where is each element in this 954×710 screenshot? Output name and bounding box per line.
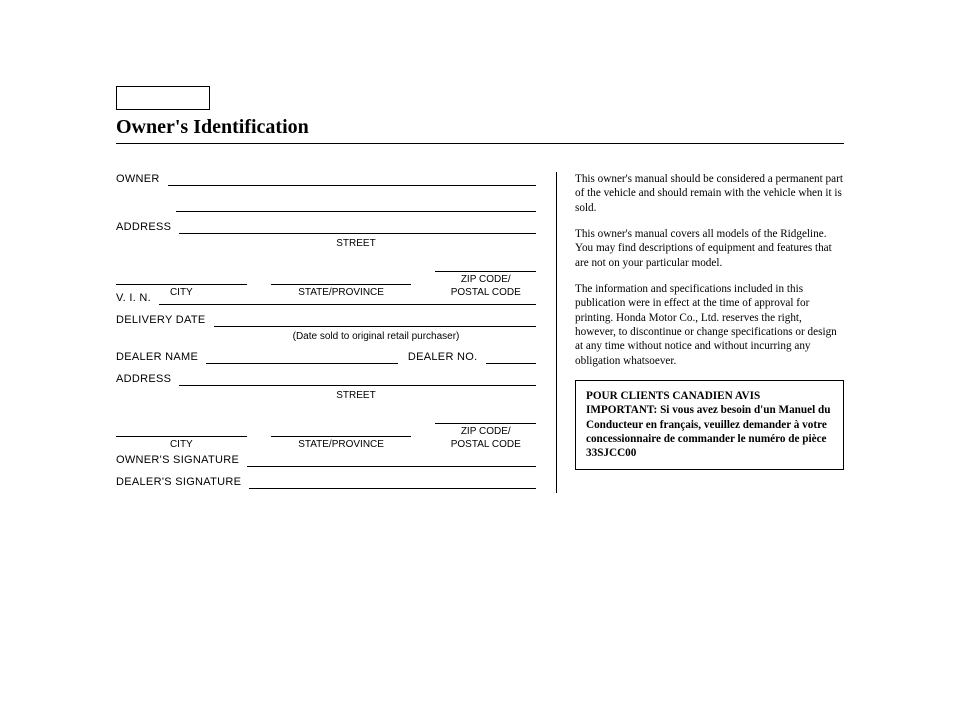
delivery-row: DELIVERY DATE	[116, 313, 536, 327]
dealer-state-cell: STATE/PROVINCE	[271, 423, 412, 450]
dealer-row: DEALER NAME DEALER NO.	[116, 350, 536, 364]
zip-field[interactable]	[435, 271, 536, 272]
french-notice-box: POUR CLIENTS CANADIEN AVIS IMPORTANT: Si…	[575, 380, 844, 470]
dealer-street-caption: STREET	[116, 390, 536, 401]
form-column: OWNER ADDRESS STREET CITY STATE/PROVINCE	[116, 172, 536, 493]
dealer-city-caption: CITY	[116, 439, 247, 450]
dealer-zip-field[interactable]	[435, 423, 536, 424]
dealer-address-label: ADDRESS	[116, 373, 179, 386]
page-title: Owner's Identification	[116, 116, 844, 144]
dealer-no-field[interactable]	[486, 350, 536, 364]
dealer-city-field[interactable]	[116, 423, 247, 437]
dealer-state-caption: STATE/PROVINCE	[271, 439, 412, 450]
owner-row: OWNER	[116, 172, 536, 186]
address-row: ADDRESS	[116, 220, 536, 234]
owner-sig-label: OWNER'S SIGNATURE	[116, 454, 247, 467]
dealer-city-state-zip: CITY STATE/PROVINCE ZIP CODE/ POSTAL COD…	[116, 423, 536, 450]
delivery-date-field[interactable]	[214, 313, 537, 327]
content-columns: OWNER ADDRESS STREET CITY STATE/PROVINCE	[116, 172, 844, 493]
dealer-sig-label: DEALER'S SIGNATURE	[116, 476, 249, 489]
info-column: This owner's manual should be considered…	[556, 172, 844, 493]
delivery-date-label: DELIVERY DATE	[116, 314, 214, 327]
dealer-name-field[interactable]	[206, 350, 398, 364]
dealer-zip-caption-2: POSTAL CODE	[435, 439, 536, 450]
dealer-sig-row: DEALER'S SIGNATURE	[116, 475, 536, 489]
owner-sig-row: OWNER'S SIGNATURE	[116, 453, 536, 467]
dealer-address-row: ADDRESS	[116, 372, 536, 386]
delivery-caption: (Date sold to original retail purchaser)	[116, 331, 536, 342]
dealer-address-street-field[interactable]	[179, 372, 536, 386]
dealer-city-cell: CITY	[116, 423, 247, 450]
address-label: ADDRESS	[116, 221, 179, 234]
zip-caption-1: ZIP CODE/	[435, 274, 536, 285]
dealer-sig-field[interactable]	[249, 475, 536, 489]
owner-sig-field[interactable]	[247, 453, 536, 467]
header-box	[116, 86, 210, 110]
dealer-no-label: DEALER NO.	[408, 351, 486, 364]
info-paragraph-3: The information and specifications inclu…	[575, 282, 844, 368]
dealer-zip-caption-1: ZIP CODE/	[435, 426, 536, 437]
state-field[interactable]	[271, 271, 412, 285]
city-field[interactable]	[116, 271, 247, 285]
vin-field[interactable]	[159, 291, 536, 305]
vin-row: V. I. N.	[116, 291, 536, 305]
dealer-zip-cell: ZIP CODE/ POSTAL CODE	[435, 423, 536, 450]
street-caption: STREET	[116, 238, 536, 249]
page: Owner's Identification OWNER ADDRESS STR…	[0, 0, 954, 533]
owner-label: OWNER	[116, 173, 168, 186]
dealer-state-field[interactable]	[271, 423, 412, 437]
vin-label: V. I. N.	[116, 292, 159, 305]
info-paragraph-1: This owner's manual should be considered…	[575, 172, 844, 215]
dealer-name-label: DEALER NAME	[116, 351, 206, 364]
owner-field[interactable]	[168, 172, 536, 186]
owner-field-line2[interactable]	[176, 198, 536, 212]
info-paragraph-2: This owner's manual covers all models of…	[575, 227, 844, 270]
address-street-field[interactable]	[179, 220, 536, 234]
